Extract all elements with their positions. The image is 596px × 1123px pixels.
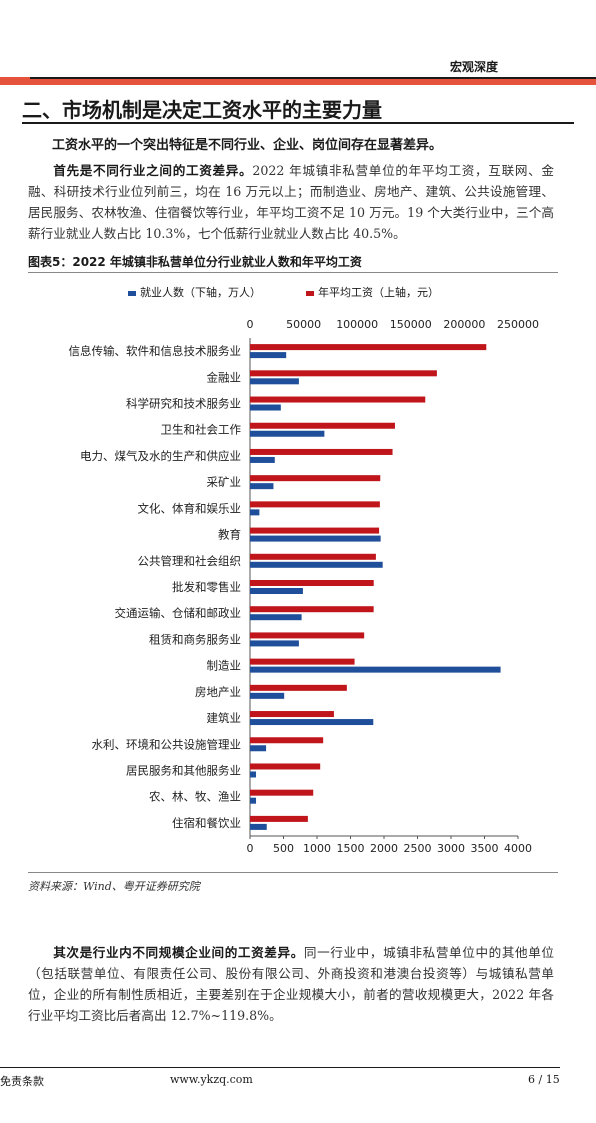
top-axis-tick-label: 200000 — [443, 318, 485, 331]
paragraph-2: 其次是行业内不同规模企业间的工资差异。同一行业中，城镇非私营单位中的其他单位（包… — [28, 942, 554, 1026]
category-label: 建筑业 — [207, 711, 242, 725]
figure-top-rule — [28, 272, 558, 273]
top-axis-tick-label: 100000 — [336, 318, 378, 331]
header-accent-bar — [0, 77, 596, 85]
paragraph-2-text: 同一行业中，城镇非私营单位中的其他单位（包括联营单位、有限责任公司、股份有限公司… — [28, 945, 555, 1023]
bar-average-wage — [250, 527, 380, 534]
bar-average-wage — [250, 448, 393, 455]
section-lead: 工资水平的一个突出特征是不同行业、企业、岗位间存在显著差异。 — [52, 138, 443, 153]
bar-average-wage — [250, 606, 374, 613]
bar-average-wage — [250, 422, 395, 429]
bar-employment — [250, 745, 267, 752]
category-label: 水利、环境和公共设施管理业 — [92, 737, 242, 751]
bar-employment — [250, 352, 287, 359]
footer-rule — [0, 1067, 560, 1068]
bar-average-wage — [250, 580, 374, 586]
bar-employment — [250, 535, 381, 542]
bar-employment — [250, 483, 274, 490]
bar-employment — [250, 719, 374, 726]
category-label: 文化、体育和娱乐业 — [138, 501, 242, 515]
bar-average-wage — [250, 763, 321, 770]
footer-page-number: 6 / 15 — [528, 1073, 560, 1086]
bar-employment — [250, 823, 267, 830]
bar-average-wage — [250, 370, 437, 377]
category-label: 居民服务和其他服务业 — [126, 763, 241, 777]
bar-average-wage — [250, 344, 487, 351]
category-label: 信息传输、软件和信息技术服务业 — [69, 344, 242, 358]
legend-wage-swatch — [306, 290, 314, 296]
top-axis-tick-label: 50000 — [286, 318, 321, 331]
header-rule — [30, 77, 596, 79]
category-label: 制造业 — [207, 659, 242, 673]
category-label: 交通运输、仓储和邮政业 — [115, 606, 242, 620]
figure-source: 资料来源：Wind、粤开证券研究院 — [28, 880, 200, 893]
footer-disclaimer: 免责条款 — [0, 1075, 44, 1088]
bar-employment — [250, 692, 285, 699]
category-label: 教育 — [218, 528, 241, 542]
legend-employment-label: 就业人数（下轴，万人） — [140, 286, 261, 299]
figure-title: 图表5：2022 年城镇非私营单位分行业就业人数和年平均工资 — [28, 255, 362, 269]
category-label: 批发和零售业 — [172, 580, 241, 594]
bar-employment — [250, 588, 303, 594]
bar-average-wage — [250, 475, 381, 482]
category-label: 科学研究和技术服务业 — [126, 397, 241, 411]
category-label: 农、林、牧、渔业 — [149, 790, 241, 804]
bar-average-wage — [250, 684, 347, 691]
bottom-axis-tick-label: 1500 — [337, 842, 365, 855]
category-label: 公共管理和社会组织 — [138, 554, 242, 568]
bottom-axis-tick-label: 3000 — [437, 842, 465, 855]
top-axis-tick-label: 150000 — [390, 318, 432, 331]
legend-wage-label: 年平均工资（上轴，元） — [318, 286, 439, 299]
bar-employment — [250, 456, 275, 463]
bar-average-wage — [250, 553, 376, 560]
bar-average-wage — [250, 789, 314, 796]
bar-employment — [250, 614, 302, 621]
bar-average-wage — [250, 711, 334, 718]
category-label: 租赁和商务服务业 — [149, 632, 241, 646]
category-label: 电力、煤气及水的生产和供应业 — [80, 449, 241, 463]
paragraph-1-bold: 首先是不同行业之间的工资差异。 — [53, 163, 253, 178]
bottom-axis-tick-label: 4000 — [504, 842, 532, 855]
bar-employment — [250, 771, 257, 778]
section-rule — [22, 122, 574, 124]
bar-employment — [250, 509, 260, 516]
category-label: 住宿和餐饮业 — [172, 816, 241, 830]
paragraph-1-text: 2022 年城镇非私营单位的年平均工资，互联网、金融、科研技术行业位列前三，均在… — [28, 163, 554, 241]
bottom-axis-tick-label: 2500 — [404, 842, 432, 855]
bottom-axis-tick-label: 0 — [247, 842, 254, 855]
bottom-axis-tick-label: 500 — [273, 842, 294, 855]
bar-average-wage — [250, 501, 380, 508]
report-category: 宏观深度 — [449, 60, 498, 74]
category-label: 采矿业 — [207, 475, 242, 489]
bar-employment — [250, 404, 281, 411]
top-axis-tick-label: 250000 — [497, 318, 539, 331]
top-axis-tick-label: 0 — [247, 318, 254, 331]
bar-average-wage — [250, 737, 324, 744]
industry-wage-chart: 0 50000 100000 150000 200000 250000 0 500 1000 15… — [69, 318, 540, 855]
category-label: 金融业 — [207, 370, 242, 384]
bar-employment — [250, 666, 501, 673]
section-title: 二、市场机制是决定工资水平的主要力量 — [22, 98, 382, 122]
paragraph-1: 首先是不同行业之间的工资差异。2022 年城镇非私营单位的年平均工资，互联网、金… — [28, 160, 554, 244]
bar-employment — [250, 640, 299, 647]
category-label: 房地产业 — [195, 685, 241, 699]
legend-employment-swatch — [128, 290, 136, 296]
footer-website: www.ykzq.com — [170, 1073, 253, 1086]
bar-average-wage — [250, 632, 365, 639]
bar-employment — [250, 378, 299, 385]
bar-average-wage — [250, 658, 355, 665]
bar-employment — [250, 797, 257, 804]
bar-average-wage — [250, 815, 308, 822]
bar-employment — [250, 430, 325, 437]
legend-wage: 年平均工资（上轴，元） — [306, 284, 439, 300]
category-label: 卫生和社会工作 — [161, 423, 242, 437]
bar-employment — [250, 561, 383, 568]
bar-average-wage — [250, 396, 426, 403]
figure-bottom-rule — [28, 872, 558, 873]
paragraph-2-bold: 其次是行业内不同规模企业间的工资差异。 — [53, 945, 304, 960]
bottom-axis-tick-label: 2000 — [370, 842, 398, 855]
bottom-axis-tick-label: 1000 — [303, 842, 331, 855]
legend-employment: 就业人数（下轴，万人） — [128, 284, 261, 300]
bottom-axis-tick-label: 3500 — [471, 842, 499, 855]
